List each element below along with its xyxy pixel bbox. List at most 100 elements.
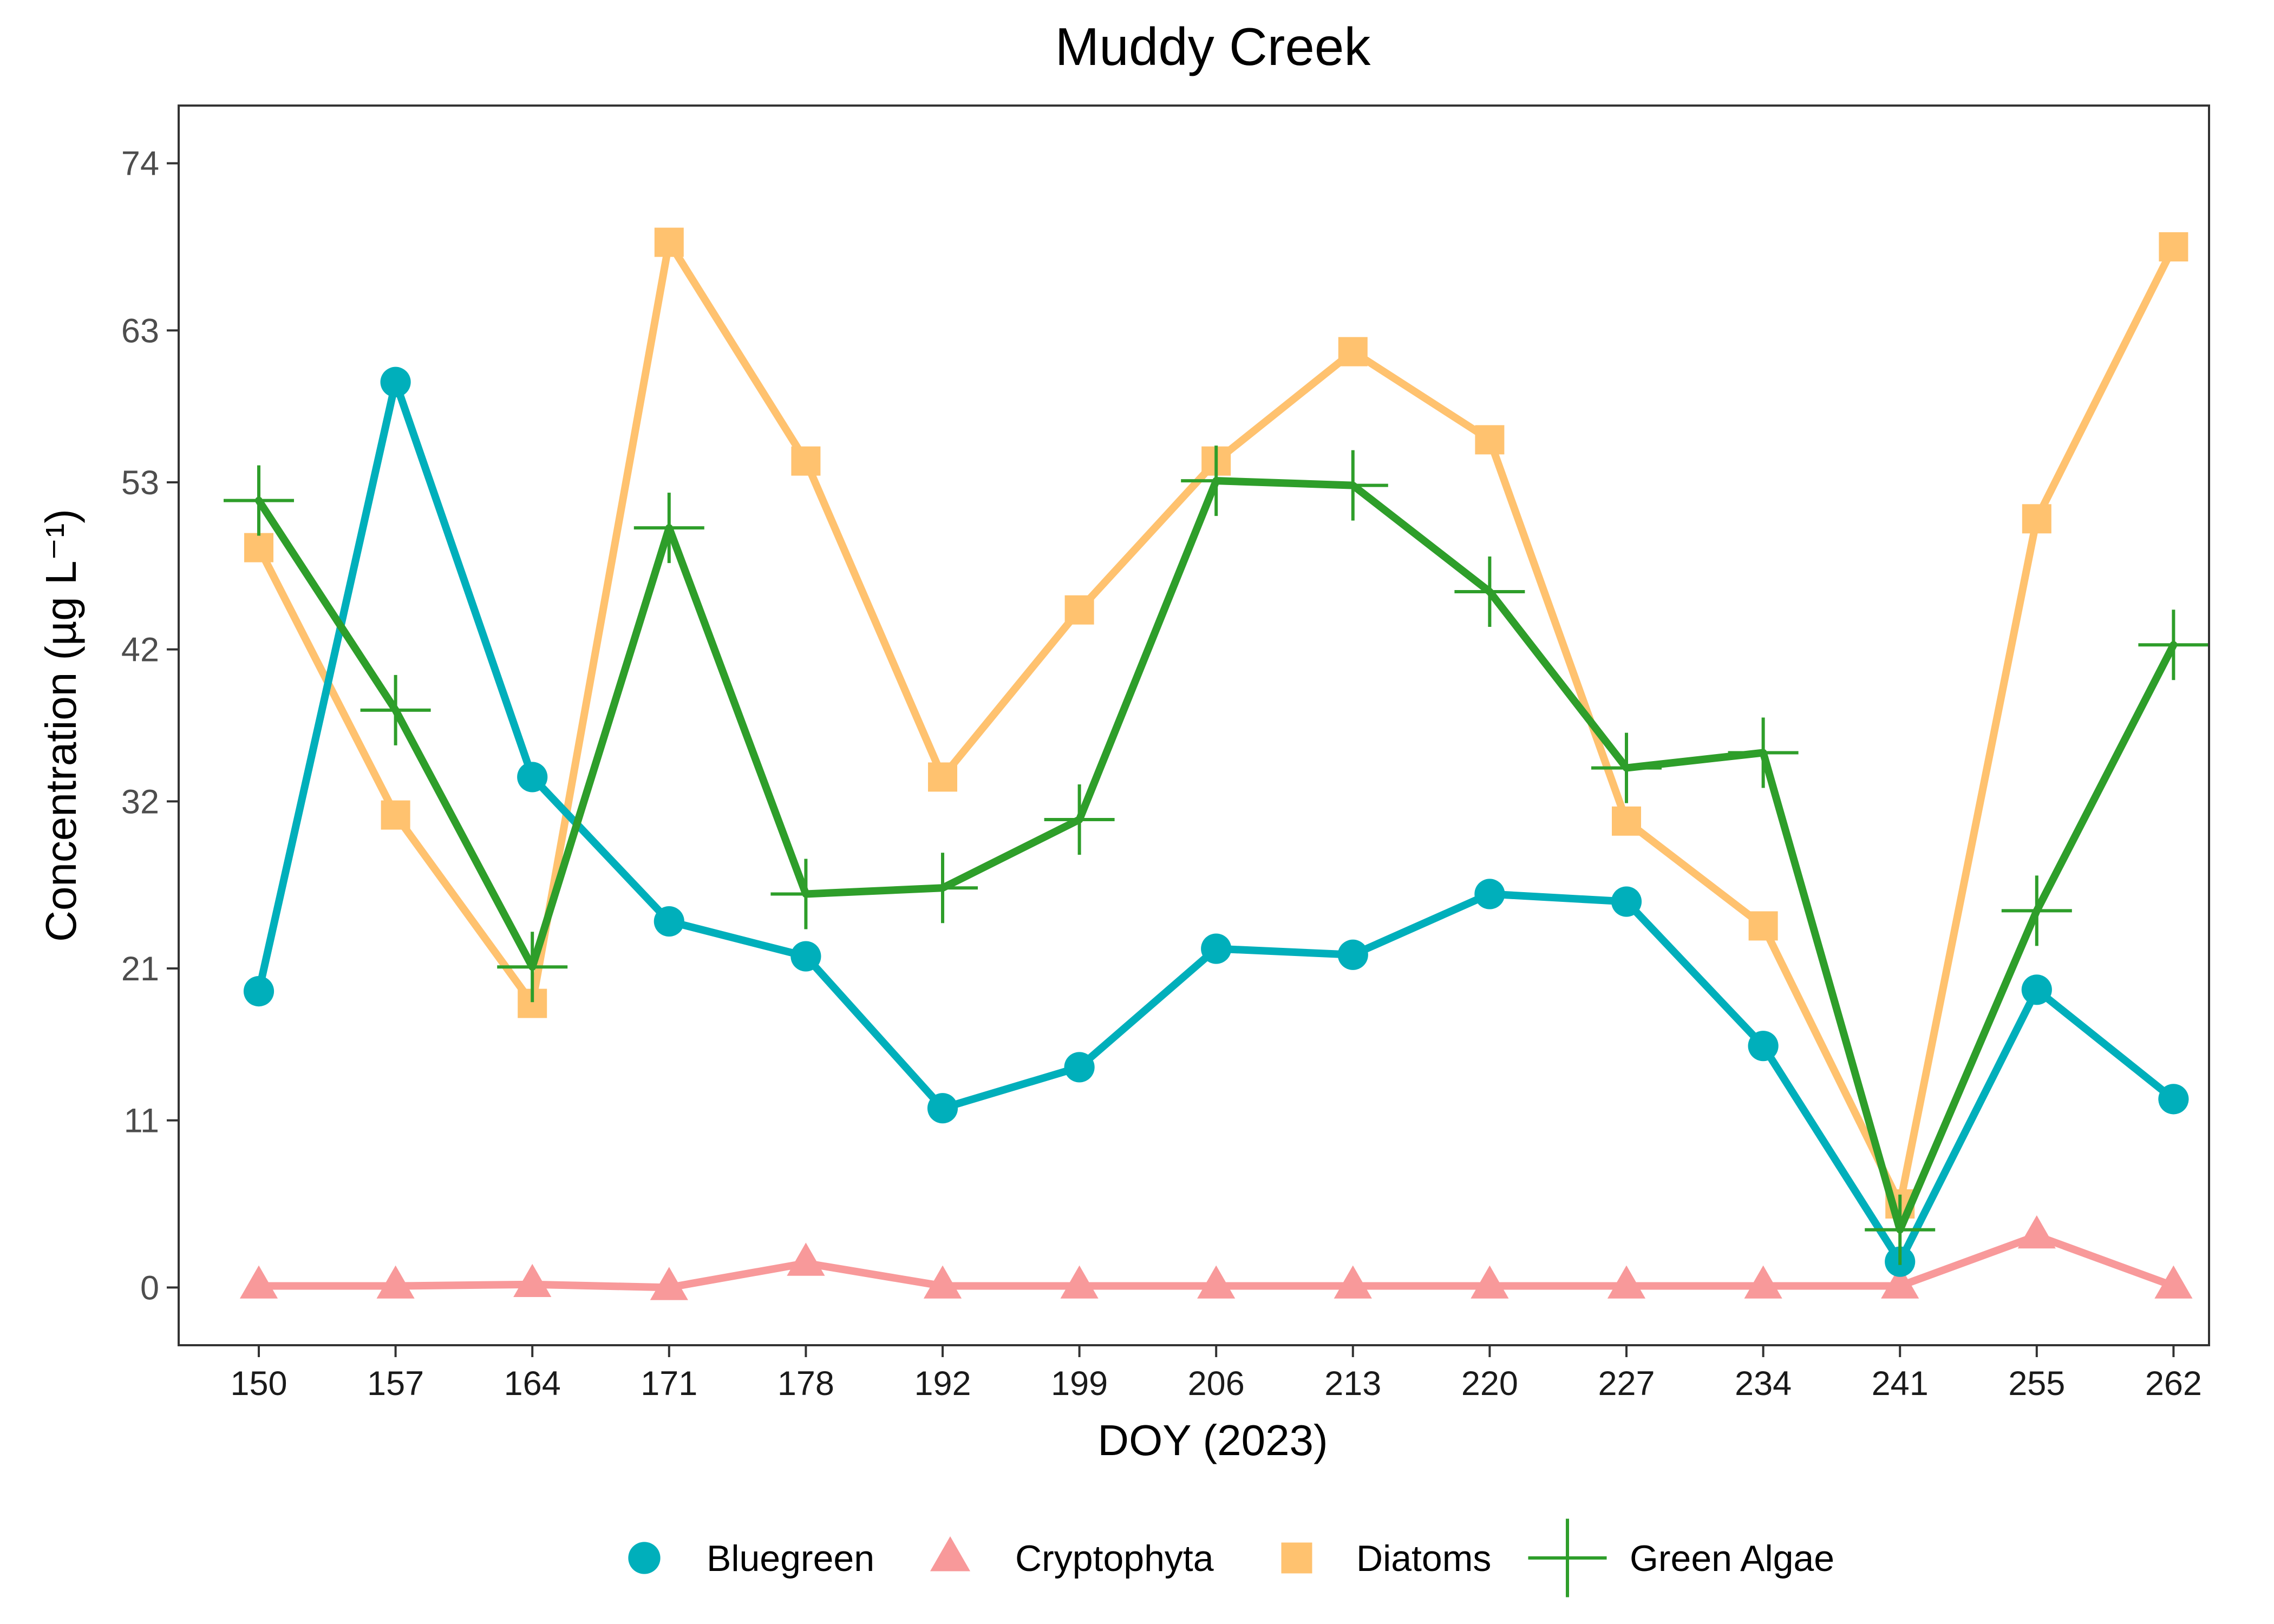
diatoms-point [928,762,957,792]
green-algae-point [2138,610,2209,680]
diatoms-point [381,800,410,830]
cryptophyta-point [1471,1265,1509,1299]
x-tick-label: 234 [1735,1365,1792,1403]
green-algae-point [633,493,704,564]
cryptophyta-point [650,1267,688,1300]
y-axis: 0 11 21 32 42 53 63 74 [121,145,179,1307]
y-tick-label: 32 [121,783,159,821]
legend-item-bluegreen: Bluegreen [628,1538,874,1579]
legend-label-diatoms: Diatoms [1356,1538,1491,1579]
legend-item-diatoms: Diatoms [1281,1538,1491,1579]
x-tick-label: 262 [2145,1365,2202,1403]
series-cryptophyta [239,1215,2193,1300]
cryptophyta-point [1060,1265,1099,1299]
cryptophyta-point [2154,1265,2193,1299]
green-algae-point [2001,875,2072,946]
legend-item-green-algae: Green Algae [1528,1518,1834,1597]
x-tick-label: 227 [1598,1365,1655,1403]
green-algae-point [1728,717,1799,788]
x-tick-label: 157 [367,1365,424,1403]
legend-key-green-algae [1528,1518,1607,1597]
diatoms-point [1612,806,1641,836]
bluegreen-point [1201,933,1232,964]
diatoms-point [791,446,821,476]
legend-label-cryptophyta: Cryptophyta [1015,1538,1214,1579]
bluegreen-point [380,366,411,397]
x-axis-title: DOY (2023) [1097,1416,1328,1464]
x-tick-label: 241 [1872,1365,1929,1403]
series-green-algae [224,446,2209,1265]
x-tick-label: 220 [1461,1365,1518,1403]
green-algae-point [770,859,841,929]
x-axis: 150 157 164 171 178 192 199 206 213 220 227 234 241 2… [230,1345,2202,1403]
green-algae-point [1044,784,1115,855]
bluegreen-point [243,976,275,1007]
diatoms-point [2159,232,2188,261]
cryptophyta-point [2017,1215,2056,1249]
bluegreen-point [654,906,684,937]
green-algae-point [497,932,568,1003]
bluegreen-point [1474,879,1505,909]
bluegreen-point [1064,1052,1095,1083]
y-tick-label: 42 [121,631,159,669]
green-algae-point [1865,1194,1936,1265]
y-tick-label: 0 [140,1269,159,1307]
y-tick-label: 74 [121,145,159,183]
y-tick-label: 63 [121,312,159,350]
green-algae-point [1181,446,1252,516]
legend-key-bluegreen [628,1542,661,1574]
x-tick-label: 213 [1324,1365,1381,1403]
plot-area [224,227,2209,1300]
chart-title: Muddy Creek [1055,17,1371,76]
x-tick-label: 171 [641,1365,697,1403]
bluegreen-point [1337,939,1368,970]
cryptophyta-point [1197,1265,1236,1299]
diatoms-point [1338,337,1368,366]
bluegreen-point [790,941,821,972]
green-algae-line [255,477,2178,1234]
green-algae-point [1317,450,1388,521]
diatoms-point [1475,425,1505,455]
diatoms-point [2022,504,2051,534]
green-algae-point [224,465,294,536]
x-tick-label: 150 [230,1365,287,1403]
y-tick-label: 21 [121,950,159,988]
x-tick-label: 206 [1188,1365,1245,1403]
bluegreen-point [1611,886,1642,917]
legend-label-green-algae: Green Algae [1630,1538,1834,1579]
cryptophyta-point [1881,1265,1919,1299]
cryptophyta-point [376,1265,415,1299]
x-tick-label: 255 [2008,1365,2065,1403]
bluegreen-point [2158,1084,2189,1115]
legend-key-cryptophyta [930,1536,971,1571]
bluegreen-point [517,762,548,793]
x-tick-label: 192 [914,1365,971,1403]
green-algae-point [1454,556,1525,627]
cryptophyta-point [1607,1265,1646,1299]
y-tick-label: 53 [121,464,159,502]
diatoms-point [1064,595,1094,625]
green-algae-point [1591,732,1662,803]
diatoms-line [255,238,2178,1208]
diatoms-point [244,533,273,562]
x-tick-label: 164 [504,1365,561,1403]
legend-label-bluegreen: Bluegreen [707,1538,874,1579]
green-algae-point [907,853,978,924]
cryptophyta-point [923,1265,962,1299]
y-tick-label: 11 [124,1102,159,1140]
x-tick-label: 199 [1051,1365,1108,1403]
green-algae-point [360,675,431,745]
series-diatoms [244,227,2188,1219]
diatoms-point [654,227,684,257]
plot-panel-border [178,104,2210,1346]
bluegreen-point [2021,974,2052,1005]
bluegreen-point [927,1093,958,1124]
cryptophyta-point [1334,1265,1372,1299]
legend-item-cryptophyta: Cryptophyta [930,1536,1214,1579]
cryptophyta-point [239,1265,278,1299]
legend-key-diatoms [1281,1542,1312,1574]
diatoms-point [1748,911,1778,941]
y-axis-title: Concentration (µg L⁻¹) [37,509,85,942]
cryptophyta-point [1744,1265,1782,1299]
